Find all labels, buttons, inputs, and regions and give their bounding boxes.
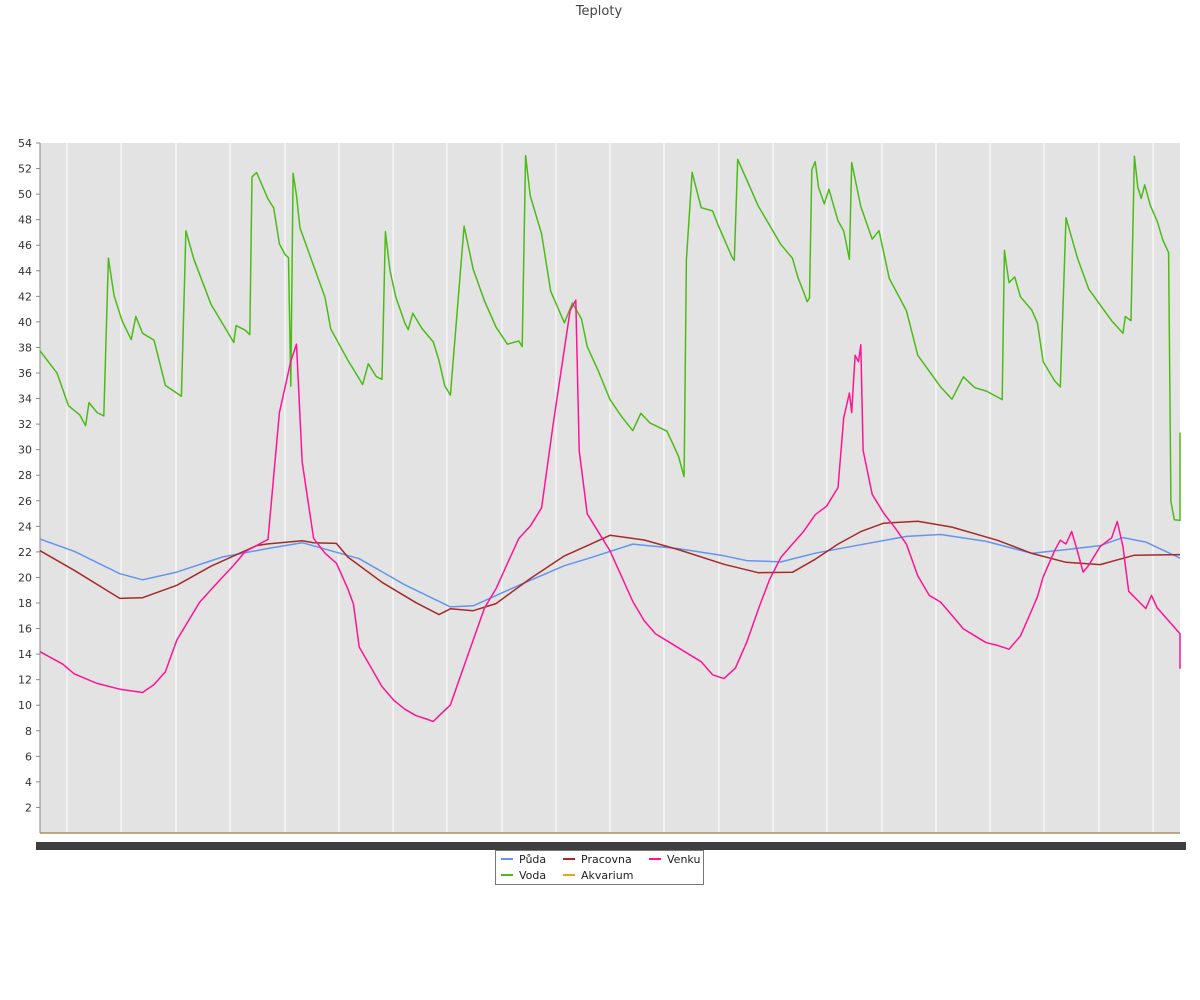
y-tick-label-52: 52 [18, 163, 32, 176]
y-tick-label-22: 22 [18, 546, 32, 559]
y-tick-label-48: 48 [18, 214, 32, 227]
y-tick-label-30: 30 [18, 444, 32, 457]
chart-title: Teploty [575, 4, 623, 19]
legend-item-akvarium: Akvarium [563, 869, 633, 883]
legend-label-pracovna: Pracovna [581, 853, 632, 866]
legend-label-voda: Voda [519, 869, 547, 882]
legend-item-pracovna: Pracovna [563, 853, 632, 867]
y-tick-label-6: 6 [25, 750, 32, 763]
y-tick-label-40: 40 [18, 316, 32, 329]
y-tick-label-24: 24 [18, 520, 32, 533]
y-tick-label-14: 14 [18, 648, 32, 661]
legend-label-puda: Půda [519, 853, 547, 866]
y-tick-label-38: 38 [18, 341, 32, 354]
legend: Půda Voda Pracovna Akvarium Venku [495, 850, 704, 885]
y-tick-label-28: 28 [18, 469, 32, 482]
y-tick-label-36: 36 [18, 367, 32, 380]
series-line-voda [39, 154, 1181, 522]
y-tick-label-8: 8 [25, 725, 32, 738]
series-line-venku [39, 299, 1181, 723]
legend-label-venku: Venku [667, 853, 701, 866]
legend-swatch-puda [501, 858, 513, 860]
y-tick-label-12: 12 [18, 674, 32, 687]
legend-label-akvarium: Akvarium [581, 869, 634, 882]
y-tick-label-44: 44 [18, 265, 32, 278]
y-tick-label-34: 34 [18, 393, 32, 406]
y-tick-label-20: 20 [18, 571, 32, 584]
y-tick-label-46: 46 [18, 239, 32, 252]
legend-swatch-pracovna [563, 858, 575, 860]
y-tick-label-32: 32 [18, 418, 32, 431]
legend-swatch-venku [649, 858, 661, 860]
legend-item-venku: Venku [649, 853, 700, 867]
y-tick-label-54: 54 [18, 137, 32, 150]
series-line-pracovna [39, 520, 1181, 616]
y-tick-label-50: 50 [18, 188, 32, 201]
y-tick-label-42: 42 [18, 290, 32, 303]
x-tick-labels-overprinted [36, 842, 1186, 850]
y-axis: 2468101214161820222426283032343638404244… [18, 137, 41, 833]
y-tick-label-26: 26 [18, 495, 32, 508]
legend-swatch-voda [501, 874, 513, 876]
vertical-gridlines [66, 143, 1154, 833]
y-tick-label-18: 18 [18, 597, 32, 610]
y-tick-label-10: 10 [18, 699, 32, 712]
legend-item-puda: Půda [501, 853, 546, 867]
y-tick-label-2: 2 [25, 801, 32, 814]
legend-swatch-akvarium [563, 874, 575, 876]
y-tick-label-16: 16 [18, 623, 32, 636]
legend-item-voda: Voda [501, 869, 546, 883]
y-tick-label-4: 4 [25, 776, 32, 789]
